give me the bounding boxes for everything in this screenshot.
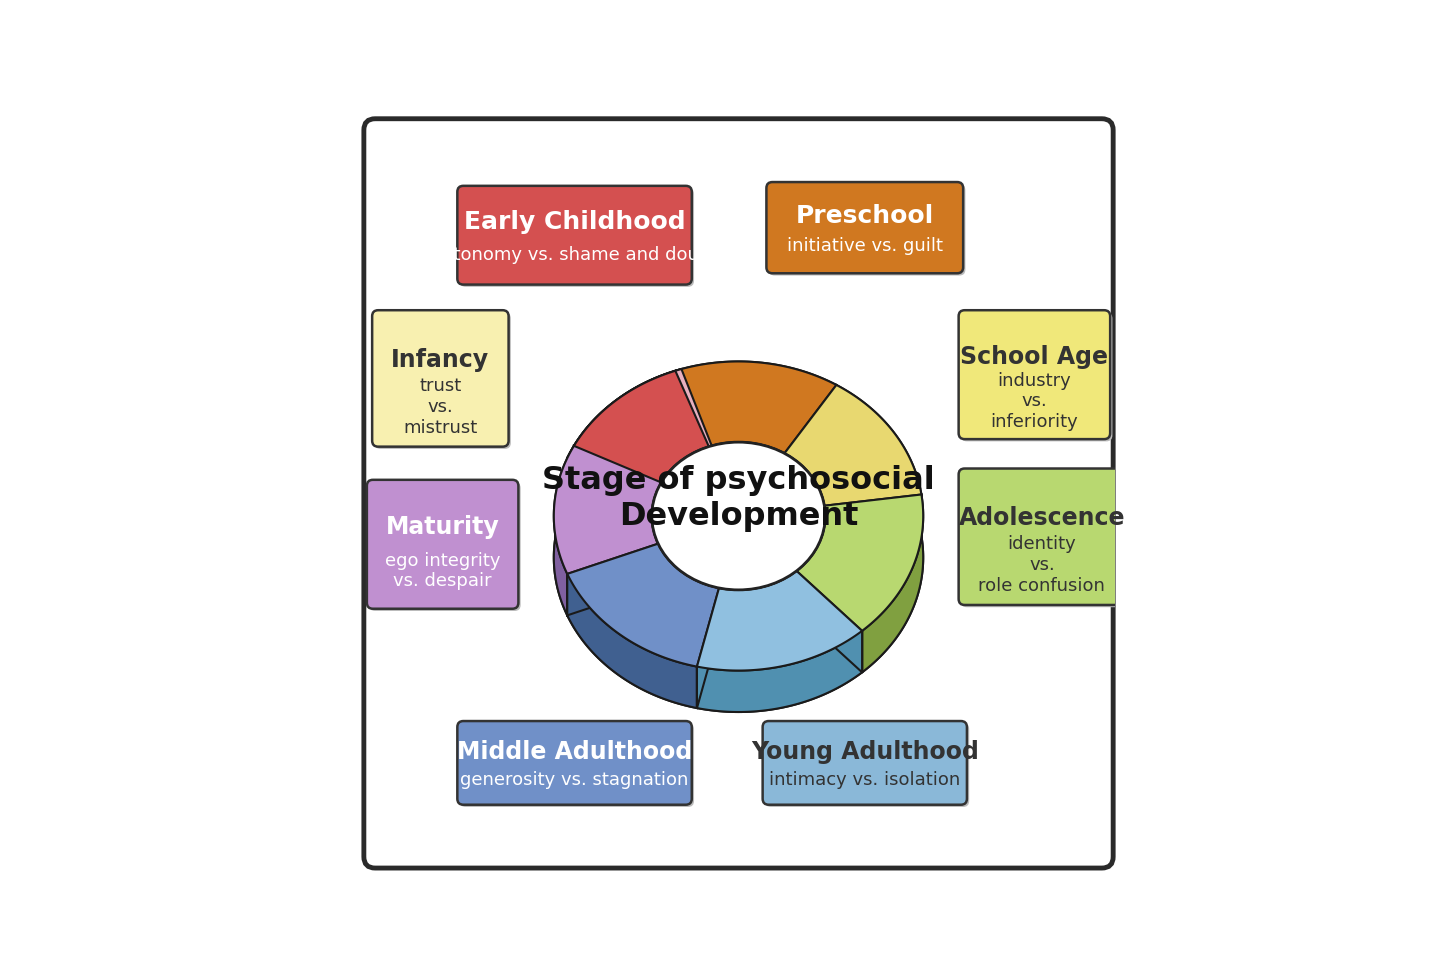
FancyBboxPatch shape (460, 189, 695, 288)
Polygon shape (682, 370, 712, 488)
Polygon shape (568, 586, 719, 708)
Polygon shape (676, 404, 836, 495)
FancyBboxPatch shape (767, 183, 963, 274)
FancyBboxPatch shape (765, 724, 970, 807)
FancyBboxPatch shape (768, 185, 965, 276)
FancyBboxPatch shape (460, 724, 695, 807)
Polygon shape (697, 613, 862, 712)
Polygon shape (697, 589, 719, 708)
Polygon shape (719, 571, 797, 632)
Polygon shape (574, 446, 661, 524)
Polygon shape (553, 488, 661, 616)
Text: Stage of psychosocial
Development: Stage of psychosocial Development (542, 465, 935, 531)
Polygon shape (784, 427, 921, 548)
FancyBboxPatch shape (762, 722, 967, 805)
Polygon shape (797, 495, 924, 631)
Polygon shape (784, 385, 921, 507)
Polygon shape (574, 370, 712, 483)
Text: autonomy vs. shame and doubt: autonomy vs. shame and doubt (431, 246, 718, 264)
Polygon shape (568, 544, 719, 667)
Polygon shape (784, 454, 824, 548)
Polygon shape (568, 372, 676, 500)
Polygon shape (568, 574, 697, 708)
FancyBboxPatch shape (367, 480, 519, 609)
Polygon shape (697, 589, 719, 708)
Text: identity
vs.
role confusion: identity vs. role confusion (978, 535, 1105, 595)
Polygon shape (651, 483, 661, 586)
Text: industry
vs.
inferiority: industry vs. inferiority (990, 372, 1078, 430)
Polygon shape (697, 571, 862, 671)
Polygon shape (797, 507, 826, 613)
Polygon shape (797, 571, 862, 673)
Polygon shape (574, 411, 712, 524)
Polygon shape (553, 446, 661, 574)
Text: Middle Adulthood: Middle Adulthood (457, 739, 692, 764)
Polygon shape (659, 447, 709, 530)
Polygon shape (784, 385, 836, 495)
Ellipse shape (651, 443, 826, 591)
FancyBboxPatch shape (457, 722, 692, 805)
Polygon shape (676, 372, 709, 489)
Polygon shape (676, 372, 709, 489)
FancyBboxPatch shape (958, 311, 1110, 440)
Polygon shape (568, 544, 659, 616)
Text: ego integrity
vs. despair: ego integrity vs. despair (385, 551, 500, 590)
Text: Adolescence: Adolescence (958, 506, 1125, 529)
Polygon shape (574, 446, 661, 524)
Polygon shape (797, 571, 862, 673)
Text: Maturity: Maturity (386, 514, 500, 538)
Text: trust
vs.
mistrust: trust vs. mistrust (403, 377, 477, 436)
FancyBboxPatch shape (961, 471, 1127, 607)
FancyBboxPatch shape (369, 482, 520, 611)
Polygon shape (836, 385, 921, 536)
Polygon shape (568, 413, 709, 530)
Polygon shape (824, 495, 921, 548)
FancyBboxPatch shape (375, 313, 512, 450)
Text: intimacy vs. isolation: intimacy vs. isolation (769, 770, 960, 788)
Polygon shape (553, 446, 574, 616)
Text: Early Childhood: Early Childhood (464, 210, 686, 234)
Text: Preschool: Preschool (795, 203, 934, 228)
Polygon shape (676, 362, 836, 454)
Polygon shape (568, 459, 659, 530)
FancyBboxPatch shape (365, 119, 1112, 868)
Text: Young Adulthood: Young Adulthood (751, 739, 978, 764)
Polygon shape (568, 544, 659, 616)
Polygon shape (651, 443, 826, 591)
Polygon shape (659, 544, 719, 630)
FancyBboxPatch shape (958, 469, 1125, 605)
FancyBboxPatch shape (961, 313, 1112, 442)
FancyBboxPatch shape (372, 311, 509, 447)
Polygon shape (709, 443, 784, 495)
Polygon shape (797, 536, 924, 673)
Polygon shape (784, 385, 836, 495)
Polygon shape (862, 495, 924, 673)
Polygon shape (574, 370, 682, 488)
Text: School Age: School Age (960, 344, 1108, 369)
Polygon shape (824, 495, 921, 548)
FancyBboxPatch shape (457, 187, 692, 286)
Text: Infancy: Infancy (392, 347, 490, 372)
Text: initiative vs. guilt: initiative vs. guilt (787, 237, 942, 255)
Polygon shape (568, 372, 709, 489)
Polygon shape (697, 631, 862, 712)
Polygon shape (676, 362, 836, 427)
Polygon shape (661, 446, 712, 524)
Text: generosity vs. stagnation: generosity vs. stagnation (460, 770, 689, 788)
